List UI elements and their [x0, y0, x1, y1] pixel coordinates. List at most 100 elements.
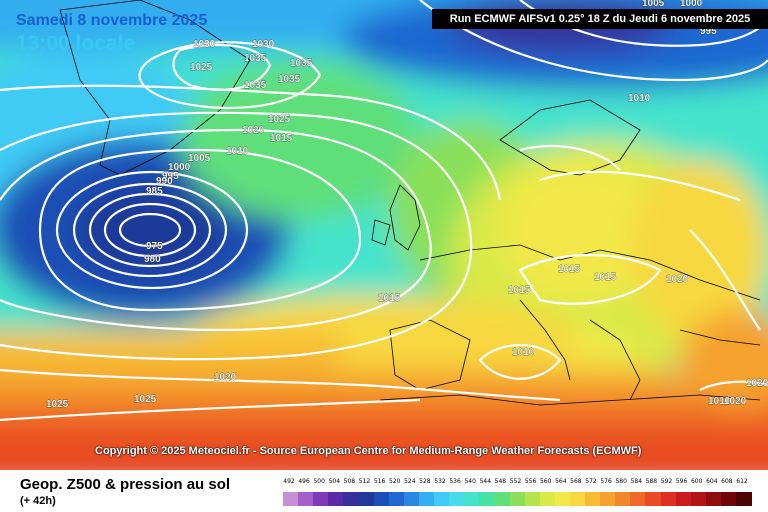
- scale-swatch: [434, 492, 450, 506]
- scale-swatch: [449, 492, 466, 506]
- isobar-label: 995: [700, 26, 717, 37]
- isobar-label: 1010: [708, 396, 731, 407]
- scale-tick-label: 544: [479, 478, 492, 485]
- scale-tick-label: 556: [524, 478, 537, 485]
- scale-tick-label: 496: [298, 478, 310, 485]
- scale-tick-label: 504: [328, 478, 341, 485]
- scale-swatch: [720, 492, 737, 506]
- isobar-label: 1015: [558, 264, 581, 275]
- isobar-label: 1020: [214, 372, 237, 383]
- isobar-label: 1030: [252, 39, 275, 50]
- scale-swatch: [585, 492, 601, 506]
- isobar-label: 1020: [242, 125, 265, 136]
- scale-swatch: [328, 492, 345, 506]
- scale-tick-label: 516: [373, 478, 386, 485]
- isobar-label: 1000: [680, 0, 703, 9]
- scale-swatch: [539, 492, 556, 506]
- isobar-label: 1020: [724, 396, 747, 407]
- scale-swatch: [403, 492, 420, 506]
- scale-swatch: [554, 492, 571, 506]
- isobar-label: 1010: [628, 93, 651, 104]
- scale-swatch: [660, 492, 677, 506]
- scale-tick-label: 564: [555, 478, 567, 485]
- isobar-label: 975: [146, 241, 163, 252]
- isobar-label: 1025: [190, 62, 213, 73]
- scale-tick-label: 520: [388, 478, 401, 485]
- scale-tick-label: 588: [645, 478, 658, 485]
- scale-swatch: [675, 492, 692, 506]
- forecast-date: Samedi 8 novembre 2025: [16, 12, 208, 29]
- isobar-label: 1035: [278, 74, 301, 85]
- scale-tick-label: 500: [313, 478, 325, 485]
- scale-swatch: [464, 492, 481, 506]
- scale-tick-label: 612: [736, 478, 748, 485]
- isobar-label: 1005: [642, 0, 665, 9]
- isobar-label: 1035: [290, 58, 313, 69]
- isobar-label: 1010: [512, 347, 535, 358]
- scale-tick-label: 580: [615, 478, 627, 485]
- scale-swatch: [373, 492, 390, 506]
- scale-swatch: [600, 492, 617, 506]
- isobar-label: 1025: [268, 114, 291, 125]
- isobar-label: 980: [144, 254, 161, 265]
- scale-tick-label: 600: [690, 478, 703, 485]
- scale-tick-label: 572: [585, 478, 597, 485]
- isobar-label: 1035: [244, 80, 267, 91]
- isobar-label: 985: [146, 186, 163, 197]
- scale-swatch: [645, 492, 662, 506]
- isobar-label: 1000: [168, 162, 191, 173]
- scale-tick-label: 592: [660, 478, 673, 485]
- model-run-banner: Run ECMWF AIFSv1 0.25° 18 Z du Jeudi 6 n…: [432, 9, 768, 29]
- scale-tick-label: 540: [464, 478, 476, 485]
- scale-swatch: [524, 492, 541, 506]
- scale-tick-label: 492: [283, 478, 295, 485]
- scale-tick-label: 536: [449, 478, 461, 485]
- scale-tick-label: 512: [358, 478, 371, 485]
- scale-swatch: [509, 492, 526, 506]
- scale-tick-label: 604: [706, 478, 718, 485]
- isobar-lines: [0, 0, 768, 420]
- scale-swatch: [343, 492, 360, 506]
- isobar-label: 995: [162, 171, 179, 182]
- isobar-label: 1020: [666, 274, 689, 285]
- scale-swatch: [615, 492, 632, 506]
- scale-tick-label: 608: [721, 478, 733, 485]
- scale-swatch: [358, 492, 375, 506]
- scale-swatch: [479, 492, 496, 506]
- scale-tick-label: 560: [539, 478, 552, 485]
- isobar-label: 990: [156, 176, 173, 187]
- scale-swatch: [298, 492, 315, 506]
- scale-tick-label: 524: [404, 478, 416, 485]
- isobar-label: 1030: [193, 39, 216, 50]
- scale-swatch: [283, 492, 299, 506]
- scale-tick-label: 576: [600, 478, 612, 485]
- forecast-lead-time: (+ 42h): [20, 495, 56, 507]
- scale-tick-label: 548: [494, 478, 507, 485]
- scale-swatch: [569, 492, 586, 506]
- scale-swatch: [494, 492, 511, 506]
- forecast-local-time: 13:00 locale: [16, 32, 136, 55]
- scale-swatch: [705, 492, 722, 506]
- product-title: Geop. Z500 & pression au sol: [20, 476, 231, 493]
- isobar-label: 1005: [188, 153, 211, 164]
- scale-tick-label: 528: [419, 478, 431, 485]
- isobar-label: 1015: [508, 285, 531, 296]
- isobar-label: 1020: [746, 378, 768, 389]
- isobar-label: 1025: [46, 399, 69, 410]
- scale-tick-label: 508: [343, 478, 356, 485]
- scale-tick-label: 552: [509, 478, 522, 485]
- isobar-label: 1025: [134, 394, 157, 405]
- geopotential-map: 1030 1030 1025 1035 1035 1035 1035 1025 …: [0, 0, 768, 470]
- isobar-label: 1010: [226, 146, 249, 157]
- scale-swatch: [313, 492, 330, 506]
- isobar-label: 1015: [378, 293, 401, 304]
- scale-swatch: [388, 492, 405, 506]
- isobar-label: 1035: [244, 53, 267, 64]
- color-scale: 492 496 500 504 508 512 516 520 524 528 532 536 540 5…: [283, 478, 752, 508]
- isobar-label: 1015: [594, 272, 617, 283]
- scale-tick-label: 584: [630, 478, 643, 485]
- scale-swatch: [630, 492, 647, 506]
- scale-swatch: [418, 492, 435, 506]
- scale-swatch: [736, 492, 752, 506]
